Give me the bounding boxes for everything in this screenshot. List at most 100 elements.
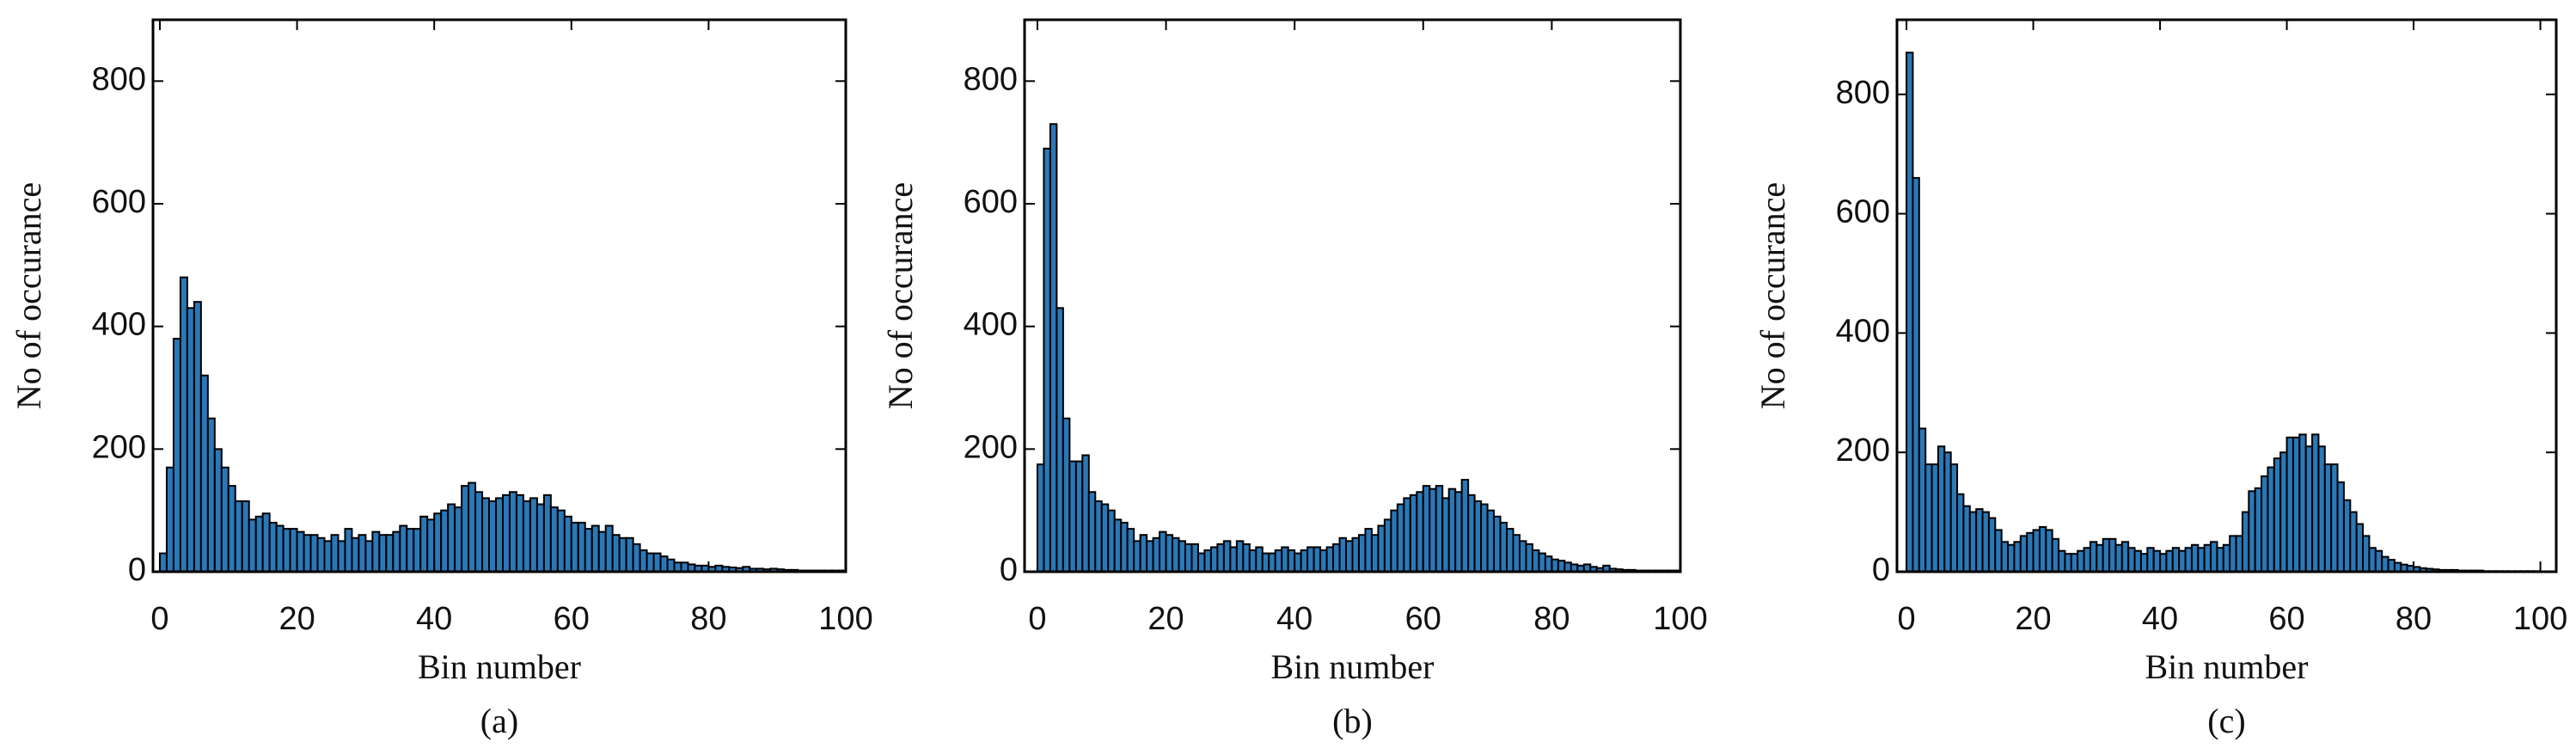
bar xyxy=(2336,481,2345,573)
bar xyxy=(1281,546,1289,573)
bar xyxy=(590,524,600,573)
bar xyxy=(1429,487,1437,573)
bar xyxy=(2261,475,2269,573)
bar xyxy=(1159,530,1167,573)
bar xyxy=(1557,560,1566,573)
bar xyxy=(172,337,181,573)
bar xyxy=(2171,547,2181,573)
bar xyxy=(2064,553,2072,573)
axes-box xyxy=(151,18,847,573)
bar xyxy=(1563,561,1572,573)
bar xyxy=(2184,547,2193,573)
y-tick-label: 200 xyxy=(1836,432,1890,469)
bar xyxy=(179,276,188,573)
bar xyxy=(1081,454,1090,573)
bar xyxy=(2291,436,2301,573)
bar xyxy=(2222,543,2231,573)
bar xyxy=(193,301,202,573)
bar xyxy=(309,534,319,573)
bar xyxy=(1454,491,1463,573)
bar xyxy=(1345,540,1354,573)
bar xyxy=(1962,505,1971,573)
bar xyxy=(1300,549,1309,573)
bar xyxy=(1441,497,1450,573)
bar xyxy=(604,524,614,573)
bar xyxy=(199,374,209,573)
bar xyxy=(282,528,291,573)
bar xyxy=(2279,451,2288,573)
bar xyxy=(268,521,278,573)
y-axis-label: No of occurance xyxy=(881,182,920,409)
bar xyxy=(2267,466,2275,573)
x-tick-label: 40 xyxy=(2142,601,2178,637)
bar xyxy=(1435,485,1444,573)
x-tick-label: 80 xyxy=(2395,601,2432,637)
bar xyxy=(2355,523,2365,573)
bar xyxy=(2089,541,2098,573)
x-tick-label: 60 xyxy=(1405,601,1441,637)
bar xyxy=(440,509,450,573)
bar xyxy=(303,534,312,573)
bar xyxy=(206,417,216,573)
bar xyxy=(639,549,648,573)
bar xyxy=(2210,541,2218,573)
bar xyxy=(2216,547,2224,573)
bar xyxy=(248,518,257,573)
x-tick-label: 40 xyxy=(416,601,452,637)
bar xyxy=(1287,549,1296,573)
y-tick-label: 800 xyxy=(964,61,1018,97)
bar xyxy=(337,540,346,573)
bar xyxy=(2203,543,2212,573)
bar xyxy=(1113,518,1123,573)
bar xyxy=(1203,549,1212,573)
bar xyxy=(2083,547,2091,573)
bar xyxy=(358,534,367,573)
y-tick-label: 800 xyxy=(1836,75,1890,111)
x-tick-label: 40 xyxy=(1276,601,1312,637)
bar xyxy=(2159,553,2168,573)
bar xyxy=(1409,493,1418,573)
bar xyxy=(1538,552,1546,573)
bar xyxy=(1126,528,1135,573)
bar xyxy=(2127,547,2136,573)
bar xyxy=(2317,445,2326,573)
bar xyxy=(1087,491,1097,573)
x-axis-label: Bin number xyxy=(1271,647,1435,686)
bar xyxy=(549,506,559,573)
bar xyxy=(1325,546,1335,573)
bar xyxy=(1460,479,1470,573)
bar xyxy=(1906,52,1914,573)
bar xyxy=(158,552,168,573)
y-tick-label: 400 xyxy=(964,307,1018,343)
bar xyxy=(351,536,360,573)
bar xyxy=(1100,503,1110,573)
bar xyxy=(1049,123,1058,573)
bar xyxy=(522,500,531,573)
bar xyxy=(2229,535,2237,573)
bar xyxy=(1416,491,1424,573)
bar xyxy=(474,491,484,573)
bar xyxy=(597,530,607,573)
bar xyxy=(1312,546,1322,573)
x-tick-label: 60 xyxy=(2268,601,2304,637)
bar xyxy=(2026,531,2034,573)
bar xyxy=(2102,537,2111,573)
bar xyxy=(1968,511,1978,573)
bar xyxy=(1351,536,1360,573)
bar xyxy=(220,466,229,573)
bar xyxy=(1493,515,1502,573)
x-tick-label: 100 xyxy=(2513,601,2567,637)
bar xyxy=(2146,547,2155,573)
bar xyxy=(426,518,436,573)
bar xyxy=(2304,445,2314,573)
bar xyxy=(1377,524,1386,573)
bar xyxy=(392,530,401,573)
x-tick-label: 0 xyxy=(1028,601,1046,637)
y-tick-label: 200 xyxy=(964,429,1018,465)
bar xyxy=(1531,549,1540,573)
bar xyxy=(1294,552,1302,573)
bar xyxy=(2032,529,2041,573)
bar xyxy=(2362,535,2371,573)
bar xyxy=(1261,552,1270,573)
